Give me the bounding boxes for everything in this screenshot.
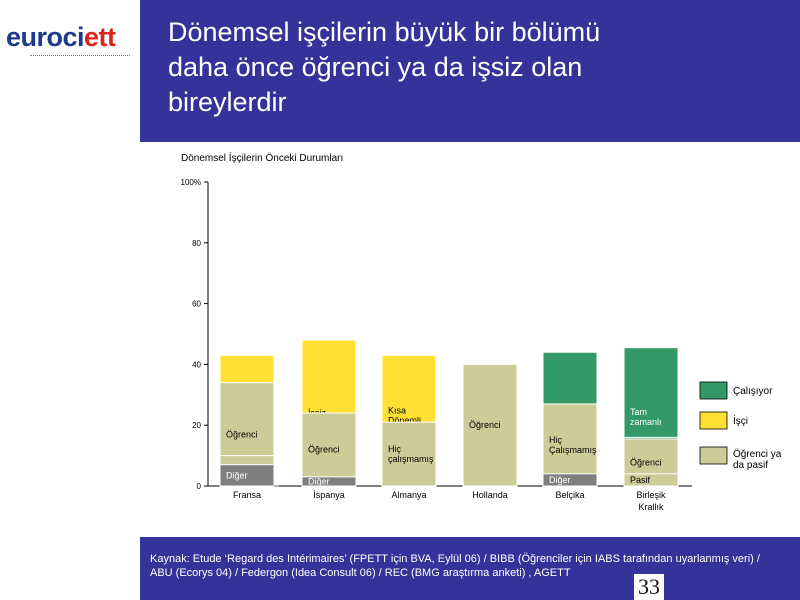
source-line-2: ABU (Ecorys 04) / Federgon (Idea Consult… xyxy=(150,567,571,579)
category-label: Hollanda xyxy=(472,490,508,500)
segment-label: Hiç çalışmamış xyxy=(388,444,434,464)
bar-segment xyxy=(462,363,518,487)
bar-segment xyxy=(542,473,598,487)
headline-line-2: daha önce öğrenci ya da işsiz olan xyxy=(168,52,583,82)
bar-segment xyxy=(219,464,275,487)
logo-text-main: euroci xyxy=(6,22,85,52)
page-number: 33 xyxy=(634,574,664,600)
bar-segment xyxy=(381,421,437,487)
legend-label: Öğrenci ya da pasif xyxy=(733,448,782,471)
segment-label: Tam zamanlı xyxy=(630,407,662,427)
category-label: Birleşik Krallık xyxy=(636,490,666,512)
bar-segment xyxy=(301,476,357,487)
chart-panel: Dönemsel İşçilerin Önceki Durumları 0 20 40… xyxy=(140,142,800,537)
y-tick-label: 80 xyxy=(192,239,201,248)
category-label: İspanya xyxy=(313,490,345,500)
y-tick-label: 20 xyxy=(192,421,201,430)
source-line-1: Kaynak: Etude ‘Regard des Intérimaires’ … xyxy=(150,553,760,565)
category-label: Belçika xyxy=(555,490,584,500)
source-note: Kaynak: Etude ‘Regard des Intérimaires’ … xyxy=(150,552,790,580)
segment-label: Öğrenci xyxy=(308,445,340,455)
segment-label: Hiç Çalışmamış xyxy=(549,435,597,455)
legend-label: İşçi xyxy=(733,414,748,427)
bar-segment xyxy=(542,403,598,487)
stacked-bar-chart: Dönemsel İşçilerin Önceki Durumları 0 20 40… xyxy=(181,151,782,512)
slide-headline: Dönemsel işçilerin büyük bir bölümü daha… xyxy=(168,15,728,120)
logo-tagline-decoration xyxy=(30,55,130,58)
segment-label: Öğrenci xyxy=(226,429,258,439)
category-label: Almanya xyxy=(391,490,426,500)
y-tick-label: 0 xyxy=(197,482,202,491)
y-tick-label: 40 xyxy=(192,360,201,369)
bar-segment xyxy=(301,412,357,487)
bar-segment xyxy=(623,473,679,487)
headline-line-1: Dönemsel işçilerin büyük bir bölümü xyxy=(168,17,601,47)
y-tick-label: 100% xyxy=(181,178,201,187)
logo-text-accent: ett xyxy=(84,22,116,52)
category-label: Fransa xyxy=(233,490,261,500)
legend-swatch xyxy=(699,381,728,400)
eurociett-logo: eurociett xyxy=(6,22,116,53)
legend-label: Çalışıyor xyxy=(733,386,773,397)
headline-line-3: bireylerdir xyxy=(168,87,287,117)
chart-title: Dönemsel İşçilerin Önceki Durumları xyxy=(181,151,343,164)
sidebar: eurociett xyxy=(0,0,140,600)
segment-label: Diğer xyxy=(549,475,571,485)
y-tick-label: 60 xyxy=(192,300,201,309)
segment-label: Öğrenci xyxy=(469,420,501,430)
legend-swatch xyxy=(699,446,728,465)
segment-label: Diğer xyxy=(226,470,248,480)
legend-swatch xyxy=(699,411,728,430)
segment-label: Öğrenci xyxy=(630,457,662,467)
segment-label: Diğer xyxy=(308,476,330,486)
segment-label: Pasif xyxy=(630,475,651,485)
